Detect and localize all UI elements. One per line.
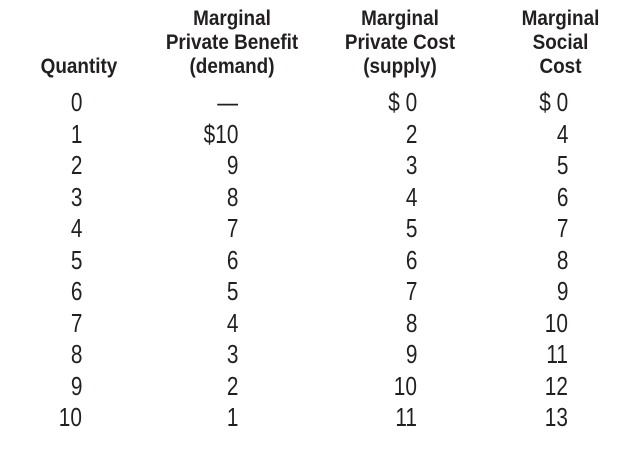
column-header-quantity: Quantity [29, 5, 129, 79]
table-cell: 7 [70, 307, 82, 338]
column-header-marginal-private-cost: Marginal Private Cost (supply) [330, 5, 470, 79]
column-marginal-private-benefit: Marginal Private Benefit (demand) — $10 9 8… [157, 0, 307, 451]
table-cell: 10 [393, 370, 417, 401]
table-cell: 4 [556, 118, 568, 149]
table-cell: 8 [405, 307, 417, 338]
table-cell: 8 [70, 339, 82, 369]
table-cell: 2 [226, 370, 238, 401]
header-line: Marginal [521, 7, 600, 30]
table-cell: 9 [405, 339, 417, 369]
header-line: Marginal [193, 7, 271, 30]
header-line: (demand) [189, 55, 275, 78]
table-cell: 5 [70, 244, 82, 275]
column-cells-marginal-social-cost: $ 0 4 5 6 7 8 9 10 11 12 13 [498, 87, 623, 434]
table-cell: 3 [405, 150, 417, 180]
column-header-marginal-private-benefit: Marginal Private Benefit (demand) [157, 5, 307, 79]
table-cell: $10 [203, 118, 238, 149]
column-marginal-social-cost: Marginal Social Cost $ 0 4 5 6 7 8 9 10 11 12 13 [498, 0, 623, 451]
header-line: Private Cost [344, 31, 456, 54]
table-cell: 9 [226, 150, 238, 180]
table-cell: 2 [70, 150, 82, 180]
table-cell: 10 [544, 307, 568, 338]
table-cell: 1 [70, 118, 82, 149]
table-cell: 13 [544, 402, 568, 432]
column-cells-marginal-private-benefit: — $10 9 8 7 6 5 4 3 2 1 [157, 87, 307, 434]
table-cell: 6 [405, 244, 417, 275]
table-cell: 4 [226, 307, 238, 338]
table-cell: 11 [546, 339, 568, 369]
column-header-marginal-social-cost: Marginal Social Cost [498, 5, 623, 79]
header-line: Quantity [40, 55, 118, 78]
table-cell: 6 [226, 244, 238, 275]
header-line: Private Benefit [165, 31, 299, 54]
table-cell: 6 [556, 181, 568, 212]
table-cell: 10 [58, 402, 82, 432]
table-cell: $ 0 [388, 87, 417, 117]
header-line: Cost [539, 55, 582, 78]
table-cell: 1 [226, 402, 238, 432]
table-cell: 7 [556, 213, 568, 243]
column-cells-marginal-private-cost: $ 0 2 3 4 5 6 7 8 9 10 11 [330, 87, 470, 434]
table-cell: 9 [556, 276, 568, 306]
table-cell: 5 [226, 276, 238, 306]
table-cell: 4 [70, 213, 82, 243]
table-cell: 6 [70, 276, 82, 306]
table-cell: 8 [556, 244, 568, 275]
table-cell: 7 [226, 213, 238, 243]
table-cell: 3 [70, 181, 82, 212]
column-cells-quantity: 0 1 2 3 4 5 6 7 8 9 10 [29, 87, 129, 434]
table-cell: 3 [226, 339, 238, 369]
column-quantity: Quantity 0 1 2 3 4 5 6 7 8 9 10 [29, 0, 129, 451]
table-cell: 2 [405, 118, 417, 149]
table-cell: 9 [70, 370, 82, 401]
table-cell: 12 [544, 370, 568, 401]
table-cell: 11 [395, 402, 417, 432]
header-line: Social [532, 31, 589, 54]
table-cell: 8 [226, 181, 238, 212]
table-cell: 7 [405, 276, 417, 306]
table-cell: 5 [405, 213, 417, 243]
table-cell: — [217, 87, 238, 117]
table-cell: 5 [556, 150, 568, 180]
table-cell: 0 [70, 87, 82, 117]
header-line: Marginal [361, 7, 439, 30]
header-line: (supply) [363, 55, 437, 78]
table-cell: 4 [405, 181, 417, 212]
table-cell: $ 0 [539, 87, 568, 117]
